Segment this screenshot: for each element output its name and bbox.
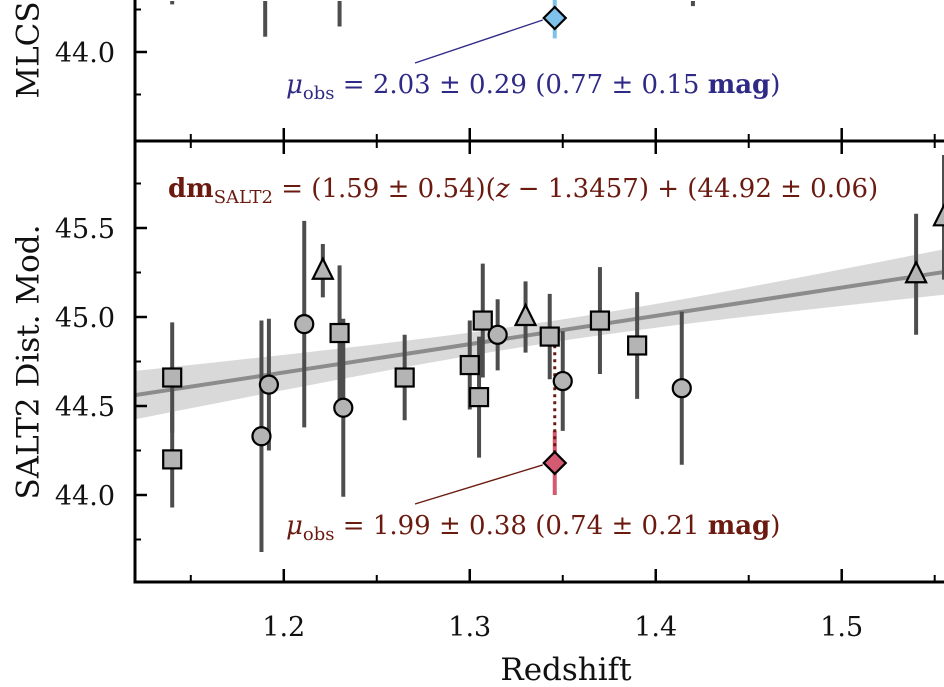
annotation-part-1: SALT2 [214, 187, 273, 208]
top-axes: 44.0 [55, 0, 147, 141]
bottom-axes: 44.0 44.5 45.0 45.5 1.2 1.3 1.4 1.5 [55, 128, 944, 643]
top-annotation-leader-line [414, 19, 543, 64]
annotation-part-3: mag [708, 70, 771, 100]
fit-line [135, 269, 944, 398]
data-point-square-1 [162, 449, 183, 470]
top-y-tick-label-0: 44.0 [55, 38, 115, 69]
data-point-circle-4 [294, 314, 315, 335]
data-point-circle-15 [552, 370, 573, 392]
highlight-point [542, 450, 568, 476]
bottom-y-tick-label-1: 44.5 [55, 392, 115, 423]
annotation-part-3: mag [708, 511, 771, 541]
data-point-triangle-19 [904, 259, 928, 284]
data-point-triangle-5 [311, 256, 335, 280]
fit-equation-label: dmSALT2 = (1.59 ± 0.54)(z − 1.3457) + (4… [168, 174, 878, 208]
annotation-part-4: ) [770, 511, 780, 541]
annotation-part-0: dm [168, 174, 214, 204]
data-point-circle-2 [251, 426, 272, 447]
bottom-y-tick-label-3: 45.5 [55, 214, 115, 245]
bottom-y-tick-label-0: 44.0 [55, 481, 115, 512]
x-axis-title: Redshift [500, 652, 632, 687]
bottom-y-tick-label-2: 45.0 [55, 303, 115, 334]
x-tick-label-2: 1.4 [634, 612, 677, 643]
top-mu-obs-annotation: μobs = 2.03 ± 0.29 (0.77 ± 0.15 mag) [286, 70, 780, 104]
annotation-part-1: obs [303, 524, 335, 545]
data-point-square-11 [472, 310, 493, 331]
annotation-part-2: = 2.03 ± 0.29 (0.77 ± 0.15 [335, 70, 708, 100]
top-panel: 44.0 MLCS μobs = 2.03 ± 0.29 (0.77 ± 0.1… [11, 0, 780, 141]
data-point-circle-7 [333, 397, 354, 418]
fit-confidence-band [135, 249, 944, 420]
x-tick-label-0: 1.2 [262, 612, 305, 643]
annotation-leader-line [414, 464, 543, 505]
bottom-plot-area [135, 155, 944, 552]
data-point-square-16 [589, 310, 611, 331]
data-point-square-0 [162, 367, 183, 388]
annotation-part-3: z [495, 174, 510, 204]
data-point-circle-12 [487, 324, 508, 345]
bottom-y-axis-title: SALT2 Dist. Mod. [11, 225, 47, 500]
bottom-mu-obs-annotation: μobs = 1.99 ± 0.38 (0.74 ± 0.21 mag) [286, 511, 780, 545]
data-point-circle-3 [258, 374, 280, 395]
data-point-square-14 [539, 326, 560, 347]
data-point-square-10 [468, 387, 490, 408]
data-point-square-8 [394, 367, 415, 388]
annotation-part-4: − 1.3457) + (44.92 ± 0.06) [510, 174, 879, 204]
data-point-circle-18 [671, 378, 692, 399]
bottom-panel: 44.0 44.5 45.0 45.5 1.2 1.3 1.4 1.5 SALT2 Dist.… [11, 128, 944, 687]
annotation-part-2: = 1.99 ± 0.38 (0.74 ± 0.21 [335, 511, 708, 541]
annotation-part-0: μ [286, 70, 303, 100]
top-plot-area [170, 0, 695, 64]
x-tick-label-3: 1.5 [820, 612, 863, 643]
annotation-part-0: μ [286, 511, 303, 541]
data-point-square-9 [459, 354, 480, 376]
data-point-square-17 [627, 335, 648, 356]
annotation-part-1: obs [303, 83, 335, 104]
top-y-axis-title: MLCS [11, 1, 47, 98]
data-point-square-6 [329, 322, 350, 344]
annotation-part-4: ) [770, 70, 780, 100]
annotation-part-2: = (1.59 ± 0.54)( [273, 174, 496, 204]
data-point-triangle-13 [513, 302, 538, 327]
data-point-triangle-20 [932, 202, 944, 227]
top-highlight-point [542, 5, 568, 31]
x-tick-label-1: 1.3 [448, 612, 491, 643]
